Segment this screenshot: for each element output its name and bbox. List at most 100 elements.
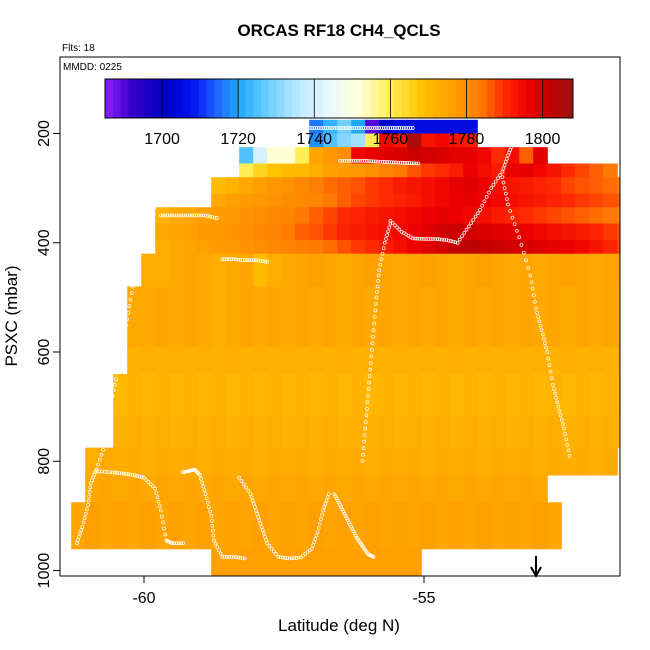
heat-cell (141, 253, 156, 288)
profile-point (312, 126, 317, 130)
heat-cell (435, 193, 450, 208)
profile-point (368, 126, 373, 130)
profile-point (310, 546, 314, 551)
heat-cell (197, 414, 212, 449)
heat-cell (253, 207, 268, 225)
profile-point (533, 299, 537, 304)
profile-point (183, 213, 188, 218)
heat-cell (169, 346, 184, 375)
heat-cell (617, 253, 620, 288)
profile-point (269, 546, 274, 551)
heat-cell (449, 177, 464, 195)
profile-point (397, 126, 402, 130)
heat-cell (323, 414, 338, 449)
heat-cell (323, 548, 338, 576)
heat-cell (351, 346, 366, 375)
heat-cell (449, 474, 464, 503)
heat-cell (617, 286, 620, 348)
heat-cell (505, 447, 520, 476)
colorbar-segment (253, 79, 262, 118)
heat-cell (519, 414, 534, 449)
profile-point (366, 126, 370, 130)
profile-point (566, 448, 571, 453)
profile-point (236, 555, 240, 560)
profile-point (398, 160, 403, 165)
profile-point (364, 413, 369, 418)
heat-cell (421, 223, 436, 241)
heat-cell (351, 240, 366, 255)
heat-cell (463, 502, 478, 550)
profile-point (74, 541, 79, 546)
heat-cell (477, 177, 492, 195)
colorbar-tick-label: 1780 (449, 131, 485, 148)
profile-point (79, 528, 84, 532)
heat-cell (211, 474, 226, 503)
heat-cell (463, 447, 478, 476)
heat-cell (533, 253, 548, 288)
colorbar-tick-label: 1720 (220, 131, 256, 148)
profile-point (207, 505, 211, 510)
profile-point (370, 347, 374, 352)
profile-point (552, 387, 556, 392)
profile-point (167, 213, 172, 218)
heat-cell (351, 474, 366, 503)
profile-point (130, 284, 135, 289)
profile-point (143, 234, 147, 239)
heat-cell (589, 163, 604, 178)
profile-point (475, 211, 480, 216)
heat-cell (407, 163, 422, 178)
heat-cell (477, 163, 492, 178)
profile-point (87, 490, 92, 494)
heat-cell (337, 474, 352, 503)
heat-cell (323, 207, 338, 225)
heat-cell (533, 414, 548, 449)
heat-cell (575, 447, 590, 476)
heat-cell (617, 346, 620, 375)
profile-point (87, 494, 91, 499)
heat-cell (281, 373, 296, 416)
colorbar-segment (159, 79, 168, 118)
profile-point (519, 243, 524, 247)
heat-cell (435, 240, 450, 255)
heat-cell (351, 193, 366, 208)
profile-point (311, 543, 315, 548)
profile-point (80, 524, 85, 529)
heat-cell (239, 240, 254, 255)
profile-point (203, 213, 208, 218)
profile-point (124, 322, 128, 327)
heat-cell (561, 177, 576, 195)
heat-cell (421, 447, 436, 476)
heat-cell (589, 240, 604, 255)
heat-cell (505, 286, 520, 348)
heat-cell (267, 373, 282, 416)
profile-point (370, 341, 375, 346)
heat-cell (225, 373, 240, 416)
profile-point (321, 508, 326, 513)
heat-cell (365, 223, 380, 241)
heat-cell (337, 223, 352, 241)
profile-point (185, 213, 190, 218)
heat-cell (253, 240, 268, 255)
profile-point (548, 369, 553, 374)
profile-point (205, 214, 210, 218)
profile-point (317, 521, 322, 526)
x-axis: -60 -55 (132, 576, 436, 607)
profile-point (396, 160, 401, 165)
heat-cell (239, 414, 254, 449)
profile-point (225, 257, 229, 261)
profile-point (369, 354, 374, 359)
profile-point (114, 377, 118, 382)
profile-point (400, 160, 405, 165)
heat-cell (295, 223, 310, 241)
heat-cell (505, 223, 520, 241)
heat-cell (295, 286, 310, 348)
profile-point (546, 356, 551, 361)
profile-point (209, 518, 214, 523)
heat-cell (407, 346, 422, 375)
profile-point (220, 555, 225, 559)
heat-cell (407, 286, 422, 348)
profile-point (301, 126, 305, 130)
colorbar-segment (261, 79, 270, 118)
profile-point (126, 472, 131, 477)
